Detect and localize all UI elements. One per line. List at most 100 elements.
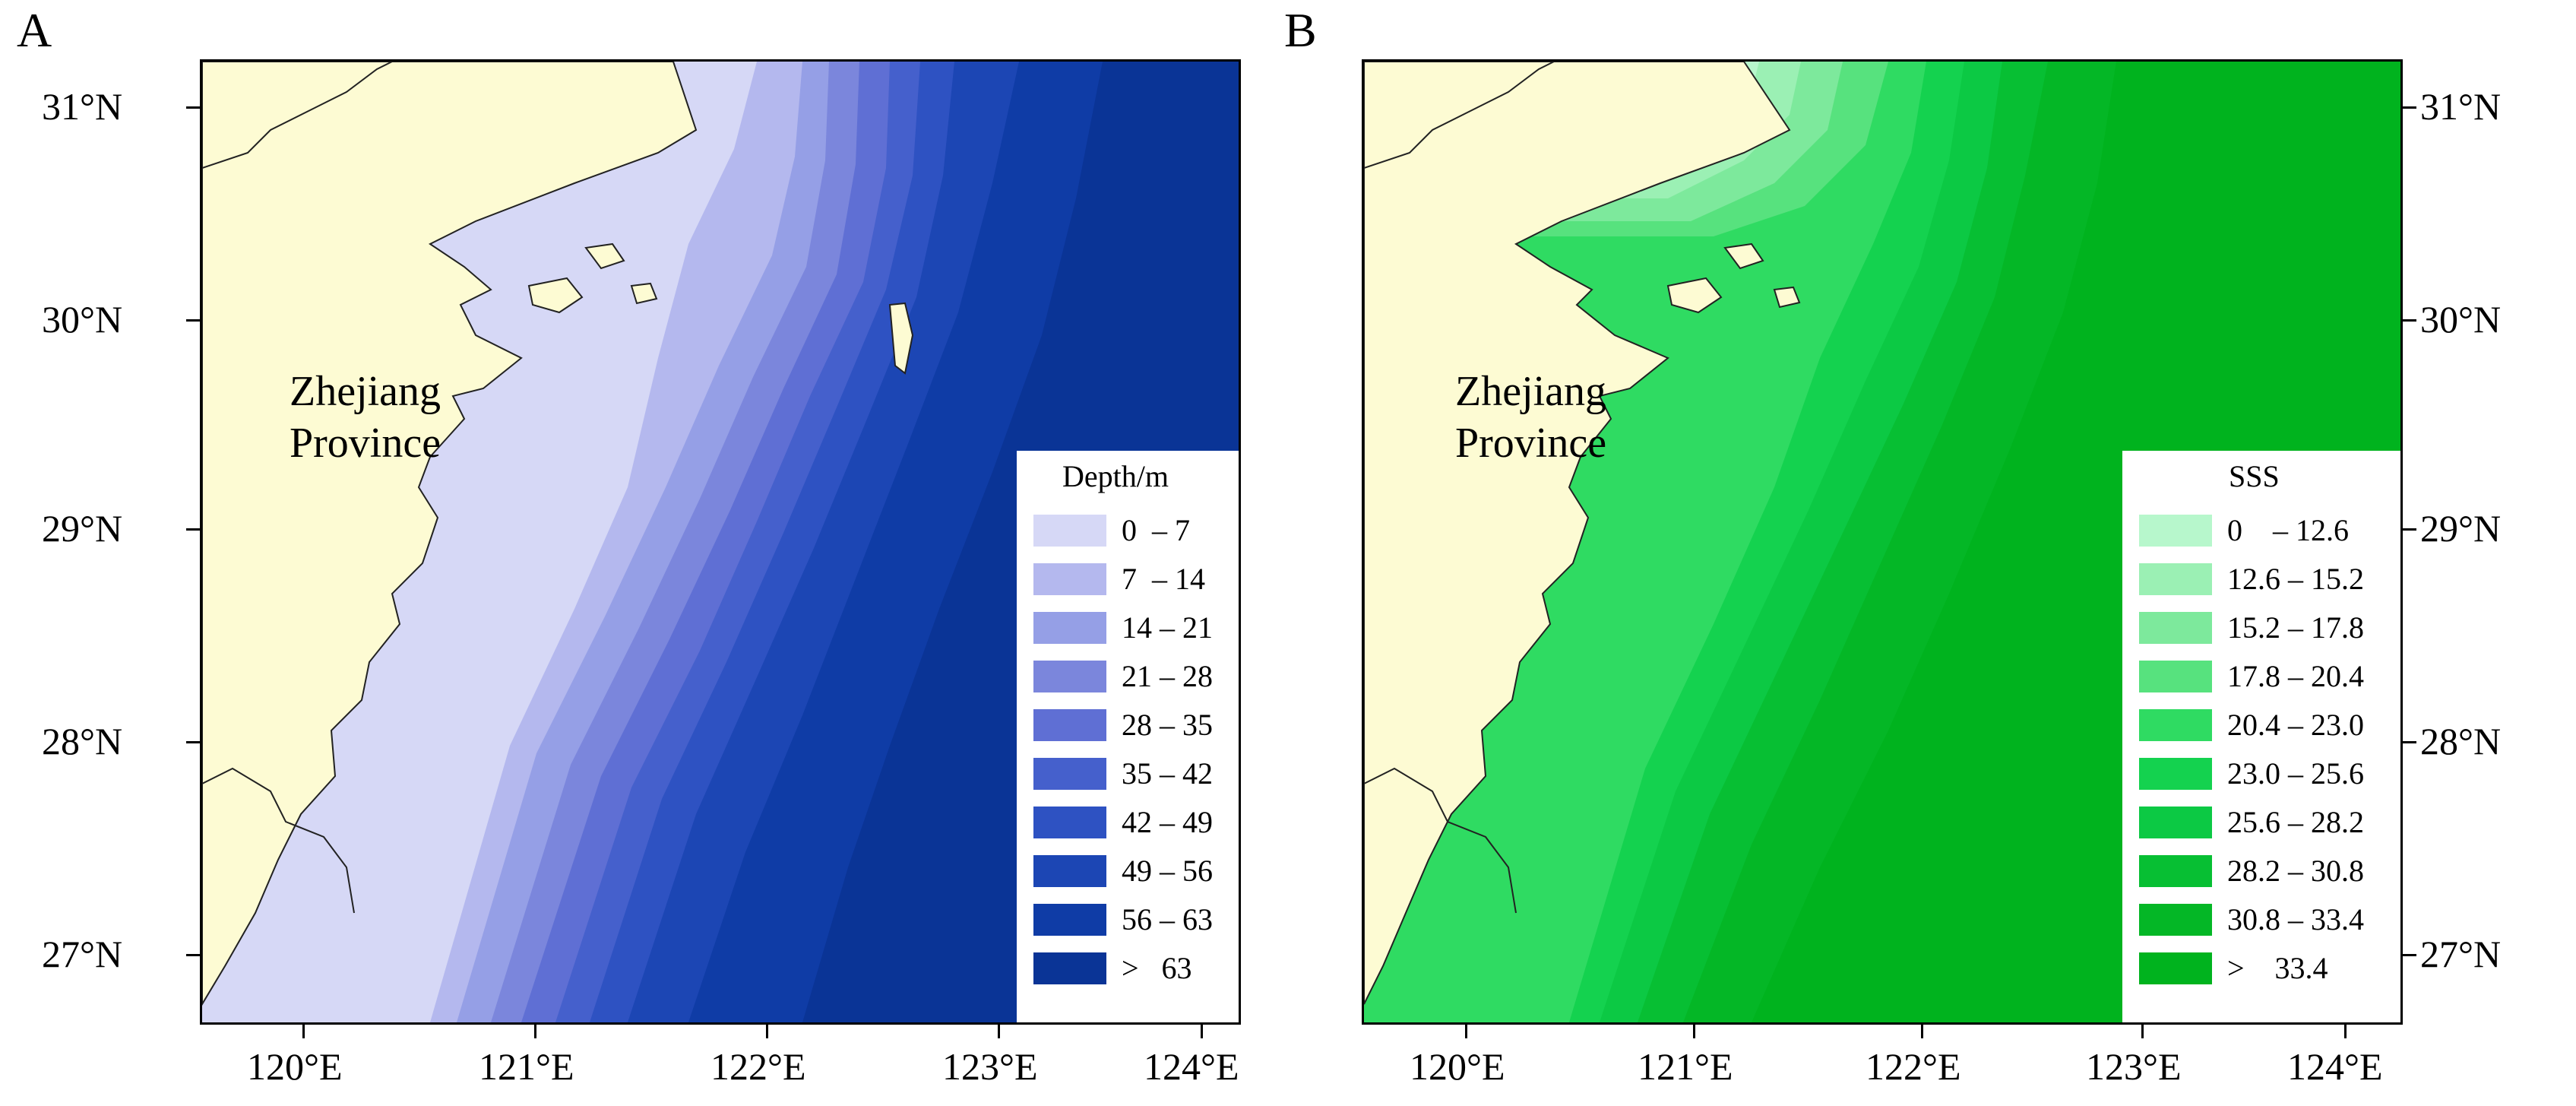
legend-row: 0 – 7 — [1033, 509, 1239, 553]
lat-label-27n: 27°N — [42, 933, 123, 975]
legend-row: 15.2 – 17.8 — [2139, 606, 2397, 650]
coastal-island — [630, 282, 658, 305]
legend-label: 35 – 42 — [1122, 756, 1213, 791]
legend-row: 25.6 – 28.2 — [2139, 800, 2397, 845]
province-boundary — [202, 767, 355, 914]
province-boundary — [1364, 767, 1517, 914]
legend-swatch — [2139, 952, 2212, 984]
legend-row: 12.6 – 15.2 — [2139, 557, 2397, 601]
province-label-line-2: Province — [1455, 420, 1607, 467]
province-label-line-1: Zhejiang — [290, 368, 441, 415]
lat-tick — [2403, 106, 2416, 109]
legend-row: 21 – 28 — [1033, 654, 1239, 699]
lon-label-122e: 122°E — [710, 1045, 806, 1088]
legend-swatch — [2139, 515, 2212, 547]
sss-legend: SSS 0 – 12.6 12.6 – 15.2 15.2 – 17.8 17.8 –… — [2122, 451, 2400, 1022]
province-boundary — [1364, 62, 1555, 169]
lon-tick — [302, 1025, 305, 1038]
legend-swatch — [1033, 904, 1106, 936]
legend-label: 23.0 – 25.6 — [2227, 756, 2364, 791]
legend-row: 42 – 49 — [1033, 800, 1239, 845]
province-label: Zhejiang Province — [1455, 366, 1606, 470]
lon-tick — [2141, 1025, 2144, 1038]
panel-a-map-canvas — [202, 62, 1239, 1022]
lon-tick — [766, 1025, 768, 1038]
panel-a-map[interactable]: Zhejiang Province Depth/m 0 – 7 7 – 14 14 … — [200, 59, 1241, 1025]
legend-swatch — [1033, 855, 1106, 887]
lat-tick — [2403, 741, 2416, 743]
legend-label: 7 – 14 — [1122, 562, 1205, 596]
lat-tick — [186, 741, 200, 743]
lat-label-30n: 30°N — [2420, 298, 2502, 341]
legend-row: 35 – 42 — [1033, 752, 1239, 796]
legend-label: 21 – 28 — [1122, 659, 1213, 693]
lat-tick — [186, 528, 200, 531]
legend-swatch — [1033, 515, 1106, 547]
panel-b-letter: B — [1284, 3, 1317, 57]
lon-label-123e: 123°E — [942, 1045, 1038, 1088]
legend-swatch — [1033, 952, 1106, 984]
legend-label: 25.6 – 28.2 — [2227, 805, 2364, 839]
legend-label: 30.8 – 33.4 — [2227, 902, 2364, 936]
lon-tick — [1201, 1025, 1203, 1038]
panel-a-letter: A — [17, 3, 52, 57]
lat-label-31n: 31°N — [2420, 85, 2502, 128]
lat-label-30n: 30°N — [42, 298, 123, 341]
legend-swatch — [1033, 758, 1106, 790]
legend-swatch — [2139, 758, 2212, 790]
legend-title: SSS — [2229, 459, 2280, 493]
legend-row: 14 – 21 — [1033, 606, 1239, 650]
lat-tick — [2403, 319, 2416, 322]
lat-label-27n: 27°N — [2420, 933, 2502, 975]
lon-label-120e: 120°E — [1410, 1045, 1505, 1088]
legend-swatch — [2139, 612, 2212, 644]
legend-row: 20.4 – 23.0 — [2139, 703, 2397, 747]
legend-swatch — [2139, 563, 2212, 595]
land-mainland — [1364, 62, 1791, 1005]
legend-swatch — [2139, 807, 2212, 838]
lon-label-123e: 123°E — [2086, 1045, 2182, 1088]
lat-tick — [2403, 528, 2416, 531]
coastal-island — [1666, 277, 1723, 314]
legend-label: 17.8 – 20.4 — [2227, 659, 2364, 693]
legend-label: 15.2 – 17.8 — [2227, 610, 2364, 645]
lon-label-121e: 121°E — [479, 1045, 574, 1088]
legend-row: 30.8 – 33.4 — [2139, 898, 2397, 942]
lon-tick — [2344, 1025, 2347, 1038]
legend-swatch — [1033, 563, 1106, 595]
coastal-island — [888, 302, 914, 375]
legend-label: > 33.4 — [2227, 951, 2328, 985]
lat-label-29n: 29°N — [42, 507, 123, 550]
panel-b-map[interactable]: Zhejiang Province SSS 0 – 12.6 12.6 – 15.… — [1362, 59, 2403, 1025]
coastal-island — [1773, 286, 1801, 309]
province-label-line-2: Province — [290, 420, 441, 467]
lat-label-28n: 28°N — [2420, 720, 2502, 762]
land-mainland — [202, 62, 698, 1006]
province-label: Zhejiang Province — [290, 366, 441, 470]
coastal-island — [1723, 242, 1764, 270]
lon-tick — [1465, 1025, 1467, 1038]
legend-label: 28.2 – 30.8 — [2227, 854, 2364, 888]
lat-label-31n: 31°N — [42, 85, 123, 128]
province-boundary — [202, 62, 393, 169]
legend-row: 17.8 – 20.4 — [2139, 654, 2397, 699]
lon-tick — [534, 1025, 536, 1038]
lon-tick — [1693, 1025, 1695, 1038]
legend-label: 14 – 21 — [1122, 610, 1213, 645]
legend-label: 0 – 12.6 — [2227, 513, 2349, 547]
lat-tick — [186, 954, 200, 956]
legend-row: 56 – 63 — [1033, 898, 1239, 942]
legend-row: > 63 — [1033, 946, 1239, 990]
lat-tick — [186, 319, 200, 322]
lon-tick — [1921, 1025, 1923, 1038]
coastal-island — [527, 277, 584, 314]
lat-tick — [186, 106, 200, 109]
lon-label-120e: 120°E — [247, 1045, 343, 1088]
legend-swatch — [1033, 612, 1106, 644]
lat-label-28n: 28°N — [42, 720, 123, 762]
legend-row: 0 – 12.6 — [2139, 509, 2397, 553]
legend-label: 49 – 56 — [1122, 854, 1213, 888]
lon-label-124e: 124°E — [1144, 1045, 1239, 1088]
legend-label: > 63 — [1122, 951, 1192, 985]
legend-row: 7 – 14 — [1033, 557, 1239, 601]
